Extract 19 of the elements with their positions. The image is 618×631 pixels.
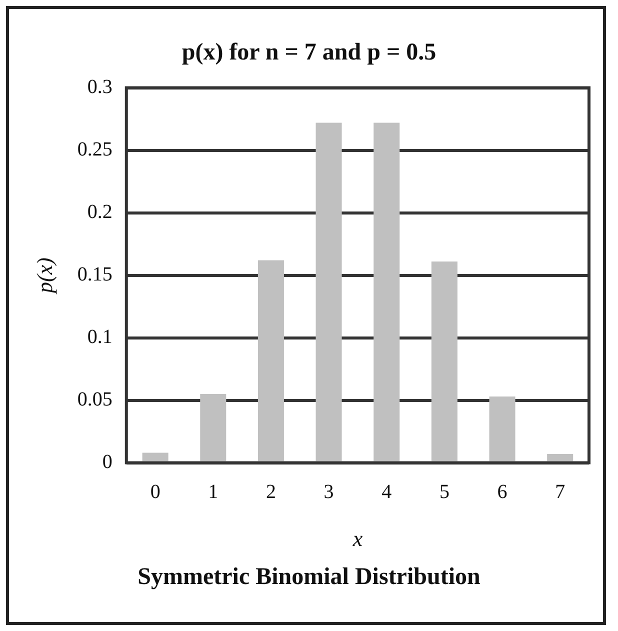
y-tick-label: 0.05 bbox=[77, 388, 112, 411]
x-tick-label: 1 bbox=[208, 481, 218, 504]
x-tick-label: 4 bbox=[382, 481, 392, 504]
chart-title: p(x) for n = 7 and p = 0.5 bbox=[182, 40, 436, 66]
text: Symmetric Binomial Distribution bbox=[138, 564, 480, 590]
x-axis-title: x bbox=[352, 526, 363, 551]
y-tick-label: 0 bbox=[102, 451, 112, 474]
x-tick-label: 2 bbox=[266, 481, 276, 504]
x-tick-label: 3 bbox=[324, 481, 334, 504]
x-tick-label: 7 bbox=[555, 481, 566, 504]
y-tick-label: 0.25 bbox=[77, 138, 112, 161]
x-tick-label: 6 bbox=[497, 481, 508, 504]
y-tick-label: 0.1 bbox=[87, 326, 112, 348]
y-axis-title: p(x) bbox=[32, 258, 57, 296]
x-tick-label: 0 bbox=[150, 481, 160, 504]
y-tick-label: 0.15 bbox=[77, 264, 112, 286]
y-tick-label: 0.2 bbox=[87, 201, 112, 224]
x-tick-label: 5 bbox=[439, 481, 450, 504]
y-tick-label: 0.3 bbox=[87, 76, 112, 98]
